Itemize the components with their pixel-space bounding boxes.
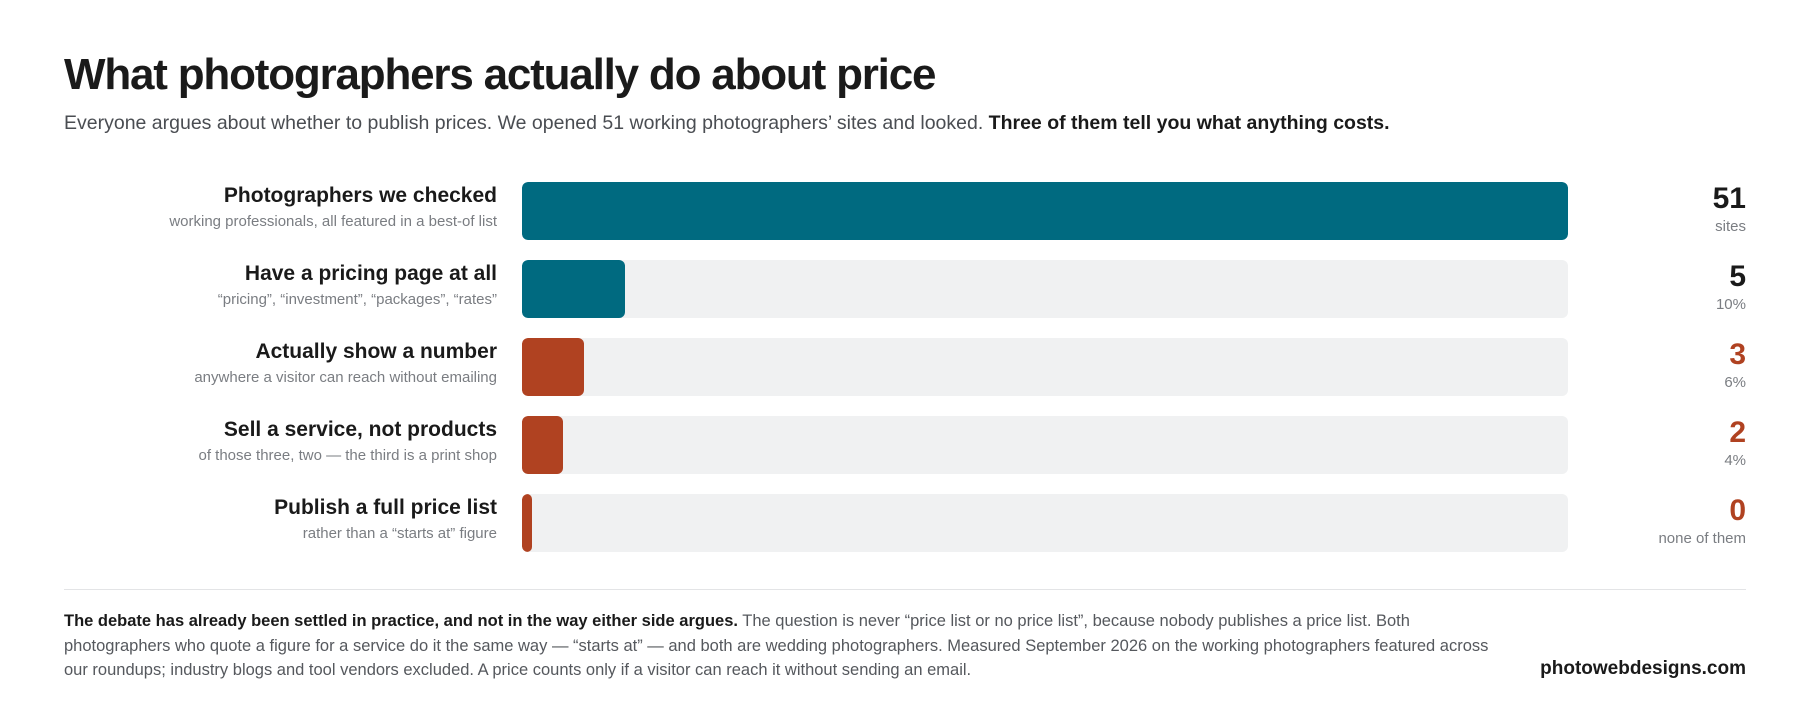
row-unit: none of them	[1658, 530, 1746, 547]
row-value-group: 5 10%	[1716, 260, 1746, 314]
subtitle-lead: Everyone argues about whether to publish…	[64, 112, 984, 134]
row-value-group: 3 6%	[1724, 338, 1746, 392]
row-unit: 6%	[1724, 374, 1746, 391]
footnote-lead: The debate has already been settled in p…	[64, 612, 738, 630]
page-subtitle: Everyone argues about whether to publish…	[64, 112, 1390, 135]
row-sublabel: rather than a “starts at” figure	[302, 525, 497, 542]
bar	[522, 338, 584, 396]
row-sublabel: anywhere a visitor can reach without ema…	[194, 369, 497, 386]
row-value: 3	[1729, 338, 1746, 371]
row-label: Publish a full price list	[274, 496, 497, 519]
row-value-group: 2 4%	[1724, 416, 1746, 470]
row-label-group: Sell a service, not products of those thr…	[199, 417, 498, 466]
row-unit: 4%	[1724, 452, 1746, 469]
row-label: Actually show a number	[255, 340, 497, 363]
bar-track	[522, 260, 1568, 318]
row-sublabel: “pricing”, “investment”, “packages”, “ra…	[217, 291, 497, 308]
row-label-group: Publish a full price list rather than a “…	[274, 495, 497, 544]
footnote: The debate has already been settled in p…	[64, 609, 1504, 683]
row-sublabel: of those three, two — the third is a pri…	[198, 447, 498, 464]
bar-track	[522, 182, 1568, 240]
row-label: Sell a service, not products	[223, 418, 497, 441]
divider	[64, 589, 1746, 590]
row-label: Photographers we checked	[223, 184, 497, 207]
row-value: 51	[1712, 182, 1746, 215]
row-value-group: 0 none of them	[1658, 494, 1746, 548]
bar	[522, 182, 1568, 240]
row-value: 2	[1729, 416, 1746, 449]
subtitle-emphasis: Three of them tell you what anything cos…	[988, 112, 1390, 134]
row-value: 5	[1729, 260, 1746, 293]
row-label-group: Photographers we checked working professi…	[169, 183, 497, 232]
row-label-group: Actually show a number anywhere a visitor…	[194, 339, 497, 388]
row-unit: sites	[1715, 218, 1746, 235]
row-value: 0	[1729, 494, 1746, 527]
row-sublabel: working professionals, all featured in a…	[169, 213, 497, 230]
bar-track	[522, 338, 1568, 396]
bar	[522, 260, 625, 318]
bar	[522, 494, 532, 552]
row-unit: 10%	[1715, 296, 1746, 313]
bar	[522, 416, 564, 474]
source-credit: photowebdesigns.com	[1540, 658, 1746, 679]
footnote-body: The question is never “price list or no …	[64, 612, 1489, 679]
bar-track	[522, 494, 1568, 552]
row-label-group: Have a pricing page at all “pricing”, “in…	[218, 261, 497, 310]
row-value-group: 51 sites	[1713, 182, 1746, 236]
page-title: What photographers actually do about pri…	[64, 50, 936, 99]
row-label: Have a pricing page at all	[244, 262, 497, 285]
bar-track	[522, 416, 1568, 474]
